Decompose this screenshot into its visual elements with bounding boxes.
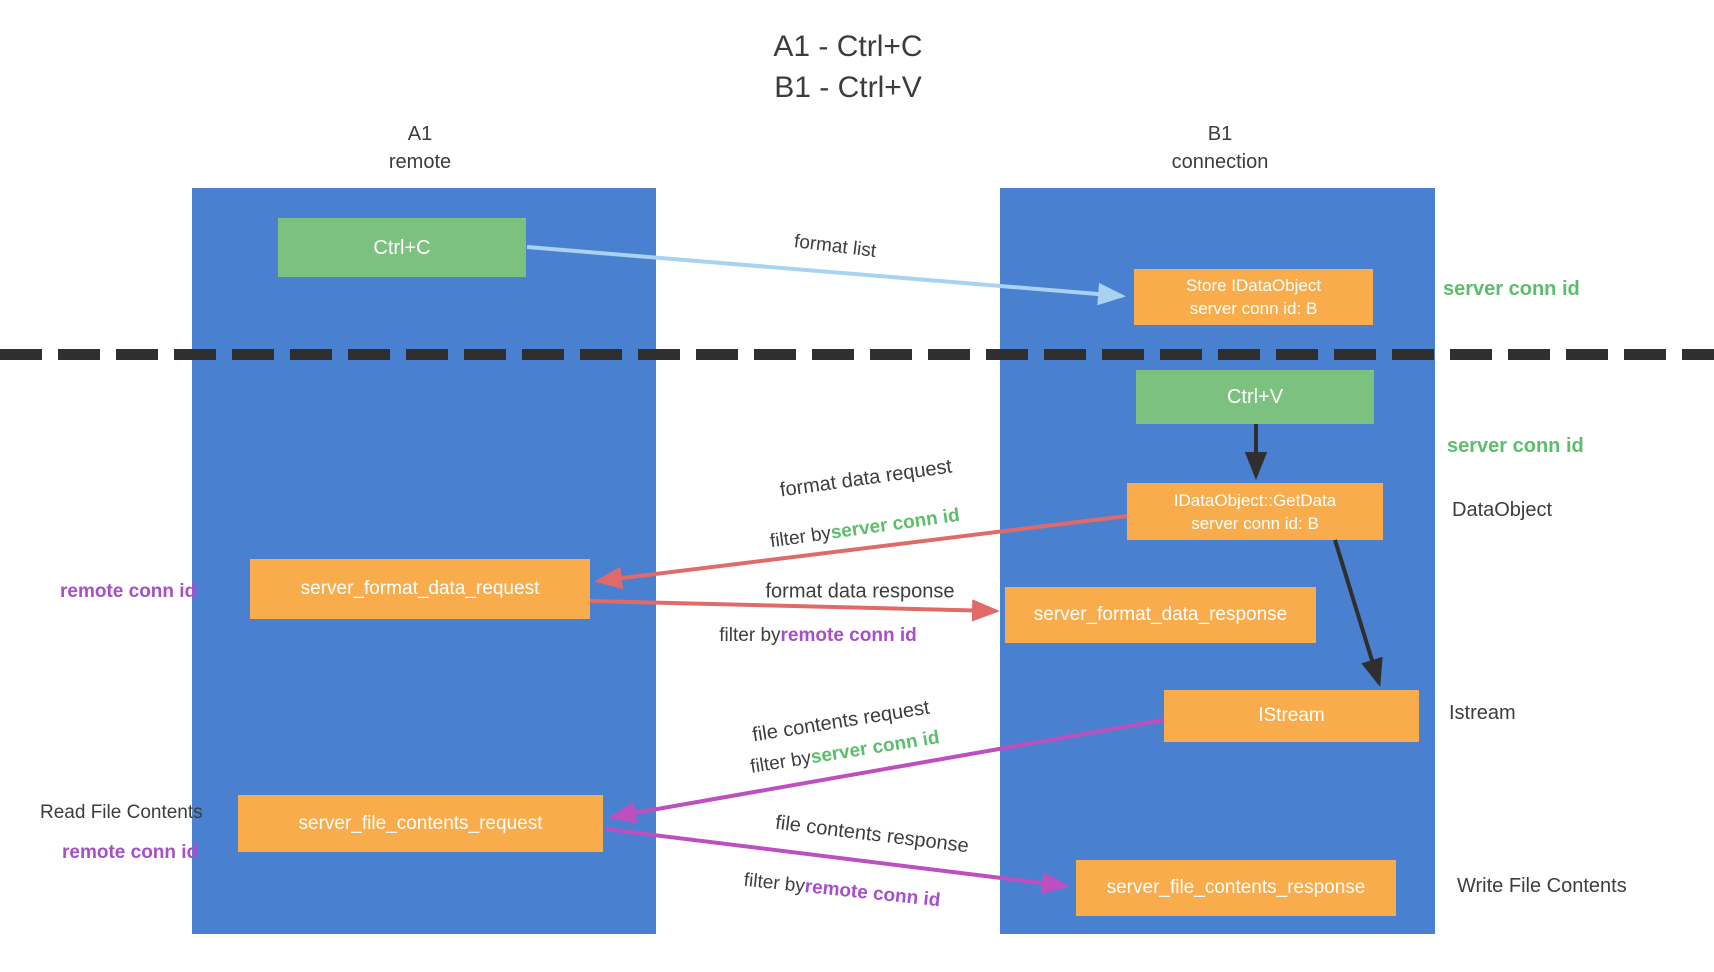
server-conn-id-inline-1: server conn id	[829, 504, 962, 544]
title-line-2: B1 - Ctrl+V	[774, 71, 922, 104]
ctrl-c-box: Ctrl+C	[278, 218, 526, 277]
getdata-line2: server conn id: B	[1191, 513, 1319, 533]
page-title: A1 - Ctrl+C B1 - Ctrl+V	[773, 26, 922, 108]
filter-by-text-1: filter by	[768, 522, 833, 553]
ctrl-c-label: Ctrl+C	[373, 236, 431, 259]
b1-header-role: connection	[1171, 151, 1269, 173]
filter-by-text-2: filter by	[719, 625, 781, 646]
a1-header-role: remote	[388, 151, 452, 173]
file-contents-response-flow-label: file contents response	[774, 811, 970, 858]
format-data-response-flow-label: format data response	[765, 580, 955, 603]
ctrl-v-box: Ctrl+V	[1136, 370, 1374, 424]
filter-by-text-3: filter by	[748, 747, 813, 778]
server-file-contents-response-label: server_file_contents_response	[1106, 877, 1366, 898]
dataobject-annotation: DataObject	[1452, 499, 1553, 521]
server-format-data-response-label: server_format_data_response	[1033, 604, 1288, 625]
store-idataobject-line2: server conn id: B	[1189, 299, 1318, 318]
a1-header-id: A1	[407, 123, 433, 145]
column-header-a1: A1 remote	[389, 120, 451, 176]
title-line-1: A1 - Ctrl+C	[773, 30, 923, 63]
istream-box-label: IStream	[1258, 705, 1325, 726]
server-file-contents-response-box: server_file_contents_response	[1076, 860, 1396, 916]
remote-conn-id-inline-2: remote conn id	[803, 876, 942, 912]
server-file-contents-request-box: server_file_contents_request	[238, 795, 603, 852]
idataobject-getdata-box: IDataObject::GetData server conn id: B	[1127, 483, 1383, 540]
format-data-response-filter-label: filter byremote conn id	[719, 625, 916, 647]
remote-conn-id-annotation-mid: remote conn id	[60, 581, 197, 602]
file-contents-response-filter-label: filter byremote conn id	[743, 870, 942, 913]
read-file-contents-annotation: Read File Contents	[40, 802, 203, 823]
server-format-data-response-box: server_format_data_response	[1005, 587, 1316, 643]
format-data-request-flow-label: format data request	[778, 455, 954, 502]
remote-conn-id-inline-1: remote conn id	[780, 625, 917, 646]
server-file-contents-request-label: server_file_contents_request	[298, 812, 543, 834]
column-header-b1: B1 connection	[1172, 120, 1269, 176]
store-idataobject-box: Store IDataObject server conn id: B	[1134, 269, 1373, 325]
store-idataobject-line1: Store IDataObject	[1185, 276, 1322, 295]
format-data-request-filter-label: filter byserver conn id	[769, 505, 961, 553]
server-conn-id-annotation-top: server conn id	[1443, 278, 1580, 300]
server-format-data-request-box: server_format_data_request	[250, 559, 590, 619]
istream-annotation: Istream	[1449, 702, 1516, 724]
format-list-flow-label: format list	[792, 231, 878, 262]
getdata-line1: IDataObject::GetData	[1173, 490, 1337, 510]
server-conn-id-annotation-mid: server conn id	[1447, 435, 1584, 457]
phase-separator-dashed-line	[0, 349, 1714, 360]
remote-conn-id-annotation-bottom: remote conn id	[62, 842, 199, 863]
istream-box: IStream	[1164, 690, 1419, 742]
b1-header-id: B1	[1207, 123, 1233, 145]
filter-by-text-4: filter by	[742, 869, 806, 898]
ctrl-v-label: Ctrl+V	[1226, 386, 1284, 408]
write-file-contents-annotation: Write File Contents	[1457, 875, 1627, 897]
server-format-data-request-label: server_format_data_request	[300, 578, 540, 599]
